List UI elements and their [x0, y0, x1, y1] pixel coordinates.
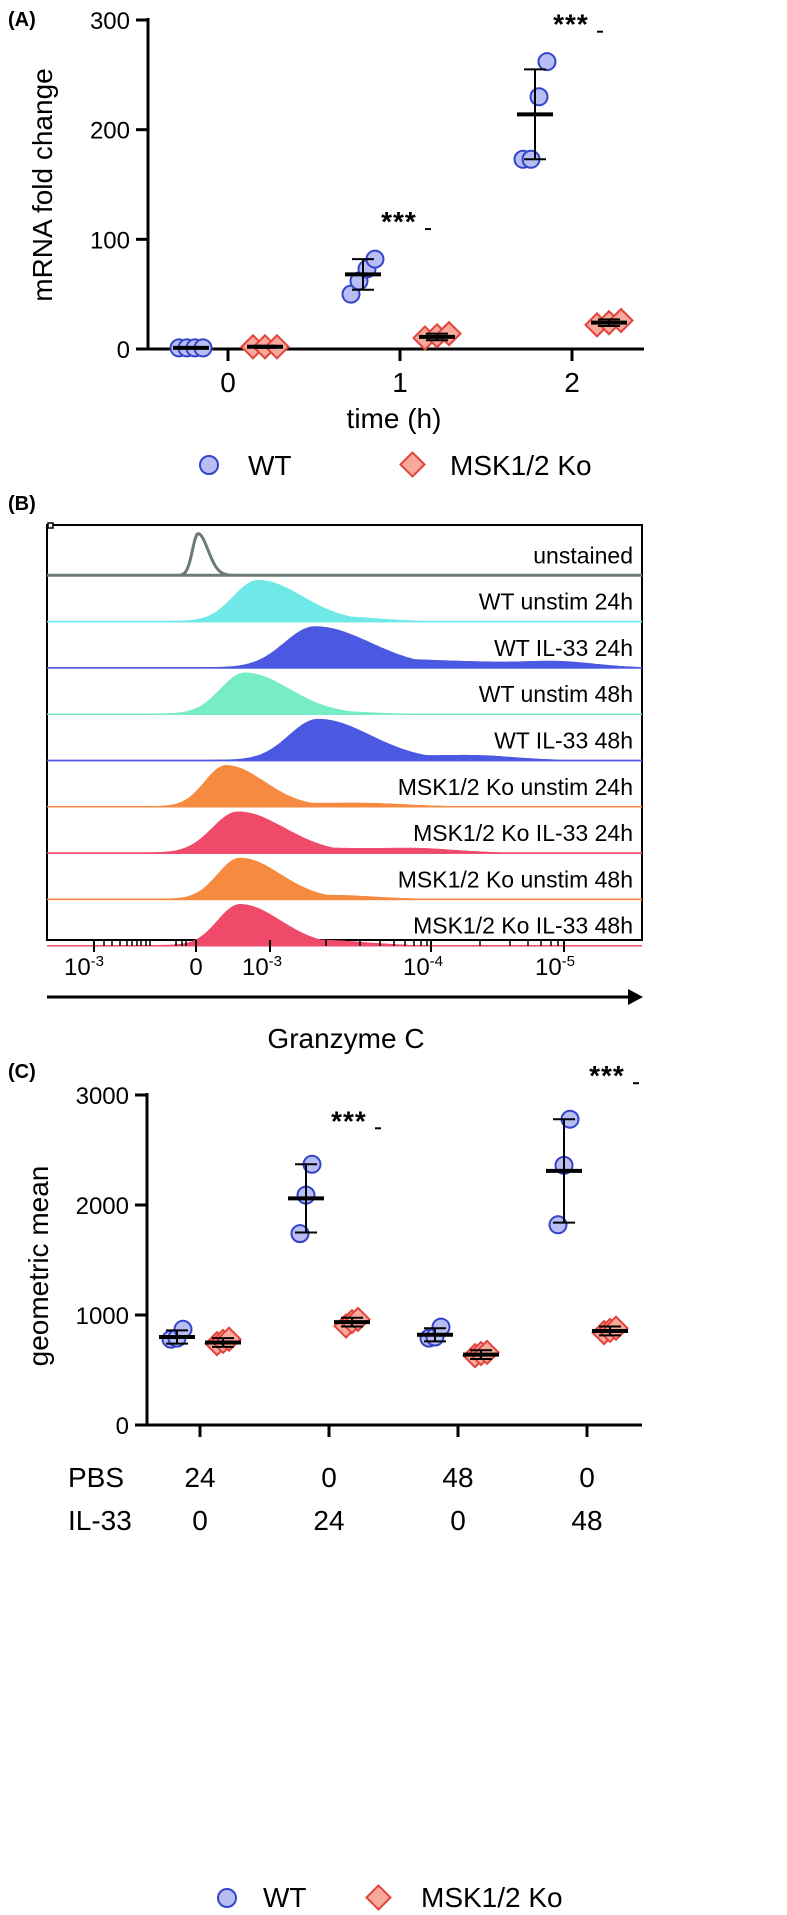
panel-c-significance-label: ***	[589, 1060, 625, 1091]
histogram-label: MSK1/2 Ko unstim 24h	[398, 774, 633, 800]
panel-b-label: (B)	[8, 493, 36, 515]
panel-c-x-tick-label: 0	[579, 1462, 595, 1493]
histogram-fill	[47, 626, 642, 669]
histogram-label: WT IL-33 24h	[494, 635, 633, 661]
panel-b-x-axis-label: Granzyme C	[267, 1023, 424, 1054]
panel-c-x-tick-label: 24	[184, 1462, 215, 1493]
histogram-fill	[47, 857, 642, 901]
panel-a-x-tick-label: 0	[220, 367, 236, 398]
panel-a-y-tick-label: 300	[90, 8, 130, 35]
panel-a-x-tick-label: 2	[564, 367, 580, 398]
panel-a-label: (A)	[8, 9, 36, 31]
panel-c-label: (C)	[8, 1061, 36, 1083]
panel-b-x-tick-label: 0	[189, 954, 202, 981]
panel-c-legend: WT MSK1/2 Ko	[217, 1882, 563, 1913]
panel-a-y-tick-label: 0	[117, 337, 130, 364]
histogram-fill	[47, 765, 642, 808]
histogram-fill	[47, 672, 642, 715]
histogram-label: WT unstim 24h	[479, 589, 633, 615]
panel-b-x-tick-label: 10-3	[64, 953, 104, 981]
legend-ko-label: MSK1/2 Ko	[421, 1882, 563, 1913]
histogram-trace	[47, 532, 642, 577]
panel-b-x-tick-label: 10-4	[403, 953, 443, 981]
panel-c-x-tick-label: 48	[442, 1462, 473, 1493]
panel-c-chart: geometric mean PBS IL-33 0 1000 2000 3000 24…	[23, 1060, 642, 1536]
panel-a-ko-point	[608, 307, 634, 334]
panel-c-x-tick-label: 0	[450, 1505, 466, 1536]
legend-wt-marker	[217, 1888, 237, 1908]
legend-ko-marker	[399, 451, 426, 478]
panel-c-x-tick-label: 0	[321, 1462, 337, 1493]
histogram-label: unstained	[533, 542, 633, 568]
histogram-label: MSK1/2 Ko unstim 48h	[398, 866, 633, 892]
panel-b-corner-marker	[47, 522, 54, 529]
panel-a-significance-label: ***	[553, 9, 589, 40]
panel-c-y-tick-label: 3000	[76, 1083, 129, 1110]
panel-c-y-tick-label: 2000	[76, 1193, 129, 1220]
histogram-label: WT unstim 48h	[479, 681, 633, 707]
panel-b-x-tick-label: 10-3	[242, 953, 282, 981]
histogram-fill	[47, 811, 642, 854]
panel-a-x-axis-label: time (h)	[347, 403, 442, 434]
panel-a-x-tick-label: 1	[392, 367, 408, 398]
histogram-label: MSK1/2 Ko IL-33 24h	[413, 820, 633, 846]
panel-c-x-tick-label: 24	[313, 1505, 344, 1536]
panel-a-significance-label: ***	[381, 206, 417, 237]
legend-ko-label: MSK1/2 Ko	[450, 450, 592, 481]
panel-c-wt-point	[290, 1224, 310, 1244]
panel-b-x-tick-label: 10-5	[535, 953, 575, 981]
panel-c-significance-label: ***	[331, 1105, 367, 1136]
legend-wt-label: WT	[263, 1882, 307, 1913]
panel-c-wt-point	[548, 1215, 568, 1235]
row-label-il33: IL-33	[68, 1505, 132, 1536]
panel-c-y-axis-label: geometric mean	[23, 1166, 54, 1367]
histogram-fill	[47, 718, 642, 762]
histogram-label: WT IL-33 48h	[494, 728, 633, 754]
panel-a-y-tick-label: 100	[90, 227, 130, 254]
panel-b-histogram-stack: unstained WT unstim 24h WT IL-33 24h WT uns…	[46, 522, 643, 981]
panel-b-x-axis-arrow	[47, 989, 643, 1005]
panel-a-wt-point	[537, 52, 557, 72]
legend-wt-marker	[199, 455, 219, 475]
histogram-fill	[47, 579, 642, 623]
panel-c-x-tick-label: 0	[192, 1505, 208, 1536]
panel-b-frame	[46, 524, 643, 941]
panel-a-y-tick-label: 200	[90, 118, 130, 145]
panel-a-chart: mRNA fold change time (h) 0 100 200 300 0 1 2 *…	[27, 8, 644, 434]
panel-a-legend: WT MSK1/2 Ko	[199, 450, 592, 481]
panel-c-y-tick-label: 0	[116, 1413, 129, 1440]
panel-c-x-tick-label: 48	[571, 1505, 602, 1536]
row-label-pbs: PBS	[68, 1462, 124, 1493]
panel-a-y-axis-label: mRNA fold change	[27, 68, 58, 301]
legend-wt-label: WT	[248, 450, 292, 481]
arrow-head-icon	[628, 989, 643, 1005]
panel-a-wt-point	[529, 87, 549, 107]
panel-c-y-tick-label: 1000	[76, 1303, 129, 1330]
legend-ko-marker	[365, 1884, 392, 1911]
histogram-label: MSK1/2 Ko IL-33 48h	[413, 913, 633, 939]
